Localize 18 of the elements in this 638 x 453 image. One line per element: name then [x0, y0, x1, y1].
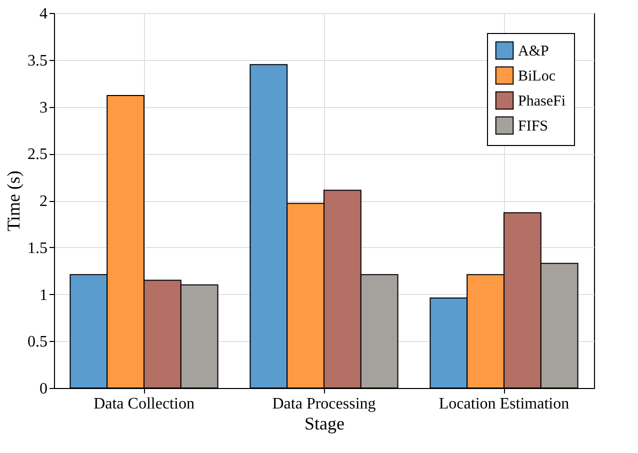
legend-label: A&P	[518, 44, 549, 60]
x-tick-label: Data Processing	[272, 396, 376, 412]
y-tick-label: 3.5	[28, 52, 48, 70]
y-tick-label: 3	[40, 99, 48, 116]
y-axis-title: Time (s)	[4, 170, 24, 232]
legend-label: FIFS	[518, 118, 548, 134]
y-tick-label: 4	[40, 6, 48, 22]
legend-label: PhaseFi	[518, 94, 566, 110]
y-tick-label: 2.5	[28, 146, 48, 164]
x-axis-title: Stage	[304, 414, 344, 434]
y-tick-label: 2	[40, 193, 48, 210]
x-tick-label: Data Collection	[94, 396, 194, 412]
y-tick-label: 0	[40, 380, 48, 398]
legend-label: BiLoc	[518, 68, 556, 84]
y-tick-label: 1.5	[28, 240, 48, 257]
y-tick-label: 1	[40, 286, 48, 304]
y-tick-label: 0.5	[28, 334, 48, 351]
x-tick-label: Location Estimation	[438, 396, 570, 412]
